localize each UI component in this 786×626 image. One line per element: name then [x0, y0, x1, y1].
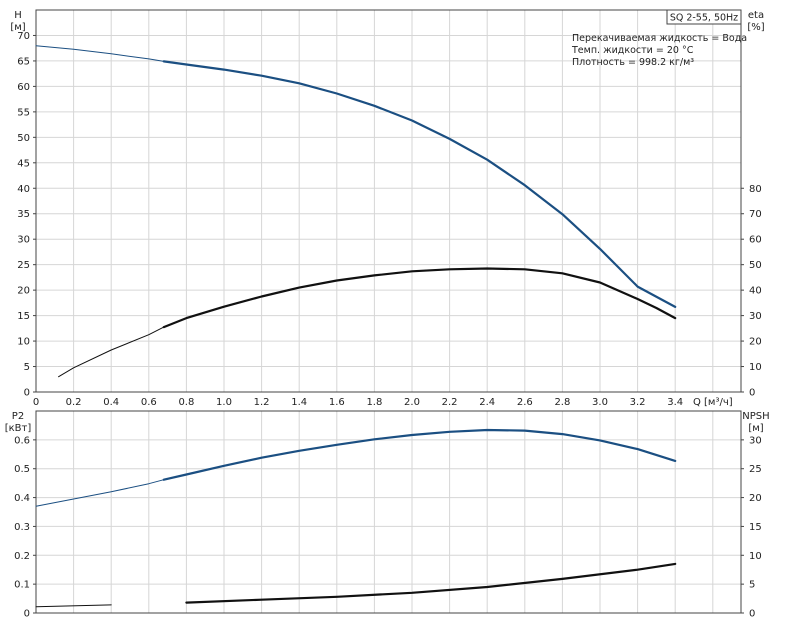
y-right-tick-label: 0: [749, 609, 755, 620]
x-tick-label: 2.4: [479, 397, 495, 408]
series-0-curve-thin: [35, 479, 165, 507]
x-tick-label: 3.0: [592, 397, 608, 408]
y-right-tick-label: 10: [749, 362, 762, 373]
y-left-tick-label: 5: [24, 362, 30, 373]
y-left-tick-label: 60: [17, 82, 30, 93]
x-tick-label: 1.2: [254, 397, 270, 408]
series-0-curve-thin: [35, 45, 165, 62]
lower-chart-panel: 0 0.1 0.2 0.3 0.4 0.5 0.6 0 5 10 15 20 25 30 P2[кВт] NP…: [5, 410, 770, 620]
x-tick-label: 0.6: [141, 397, 157, 408]
x-tick-label: 2.8: [554, 397, 570, 408]
y-left-tick-label: 0.2: [14, 551, 30, 562]
y-right-tick-label: 80: [749, 184, 762, 195]
y-right-axis-unit: [м]: [748, 423, 763, 434]
y-left-tick-label: 65: [17, 56, 30, 67]
x-tick-label: 2.6: [517, 397, 533, 408]
series-1-curve-thin: [35, 604, 112, 608]
y-left-tick-label: 50: [17, 133, 30, 144]
y-left-tick-label: 30: [17, 235, 30, 246]
x-tick-label: 0.8: [178, 397, 194, 408]
y-right-tick-label: 50: [749, 260, 762, 271]
y-left-tick-label: 25: [17, 260, 30, 271]
x-tick-label: 1.4: [291, 397, 307, 408]
x-tick-label: 0.2: [66, 397, 82, 408]
y-left-tick-label: 20: [17, 286, 30, 297]
y-left-tick-label: 0.1: [14, 580, 30, 591]
y-left-tick-label: 0.4: [14, 493, 30, 504]
y-left-axis-unit: [кВт]: [5, 423, 32, 434]
series-0-curve: [162, 428, 677, 481]
x-axis-title: Q [м³/ч]: [693, 397, 733, 408]
y-right-tick-label: 70: [749, 209, 762, 220]
y-left-axis-title: P2: [12, 411, 24, 422]
series-1-curve-thin: [58, 326, 165, 378]
y-right-tick-label: 20: [749, 337, 762, 348]
y-left-tick-label: 45: [17, 158, 30, 169]
y-left-tick-label: 0.5: [14, 464, 30, 475]
y-left-tick-label: 0: [24, 388, 30, 399]
x-tick-label: 2.0: [404, 397, 420, 408]
x-tick-label: 3.4: [667, 397, 683, 408]
y-left-tick-label: 0.6: [14, 435, 30, 446]
y-left-axis-unit: [м]: [10, 22, 25, 33]
y-right-tick-label: 25: [749, 464, 762, 475]
x-tick-label: 3.2: [630, 397, 646, 408]
y-left-tick-label: 0: [24, 609, 30, 620]
y-left-tick-label: 10: [17, 337, 30, 348]
y-left-axis-title: H: [14, 10, 22, 21]
y-right-tick-label: 10: [749, 551, 762, 562]
plot-frame: [35, 410, 742, 614]
series-1-curve: [185, 562, 677, 604]
y-right-tick-label: 40: [749, 286, 762, 297]
y-left-tick-label: 40: [17, 184, 30, 195]
y-right-tick-label: 15: [749, 522, 762, 533]
series-1-curve: [162, 267, 677, 329]
y-right-axis-title: eta: [748, 10, 764, 21]
y-right-tick-label: 60: [749, 235, 762, 246]
y-right-axis-title: NPSH: [742, 411, 769, 422]
y-left-tick-label: 70: [17, 31, 30, 42]
y-right-tick-label: 20: [749, 493, 762, 504]
x-tick-label: 1.0: [216, 397, 232, 408]
x-tick-label: 1.6: [329, 397, 345, 408]
x-tick-label: 0.4: [103, 397, 119, 408]
series-0-curve: [162, 60, 677, 308]
annotation-text: Перекачиваемая жидкость = Вода: [572, 33, 747, 44]
legend-box: [666, 9, 742, 25]
y-left-tick-label: 15: [17, 311, 30, 322]
annotation-text: Плотность = 998.2 кг/м³: [572, 57, 694, 68]
x-tick-label: 0: [33, 397, 39, 408]
y-right-tick-label: 30: [749, 311, 762, 322]
x-tick-label: 2.2: [442, 397, 458, 408]
y-left-tick-label: 0.3: [14, 522, 30, 533]
upper-chart-panel: 0 5 10 15 20 25 30 35 40 45 50 55 60 65 70 0 10 20 30 40 50 6…: [10, 9, 765, 408]
annotation-text: Темп. жидкости = 20 °C: [571, 45, 694, 56]
y-left-tick-label: 35: [17, 209, 30, 220]
legend-box-label: SQ 2-55, 50Hz: [670, 13, 738, 24]
y-left-tick-label: 55: [17, 107, 30, 118]
x-tick-label: 1.8: [366, 397, 382, 408]
y-right-tick-label: 5: [749, 580, 755, 591]
plot-frame: [35, 9, 742, 393]
y-right-tick-label: 30: [749, 435, 762, 446]
y-right-axis-unit: [%]: [747, 22, 764, 33]
y-right-tick-label: 0: [749, 388, 755, 399]
